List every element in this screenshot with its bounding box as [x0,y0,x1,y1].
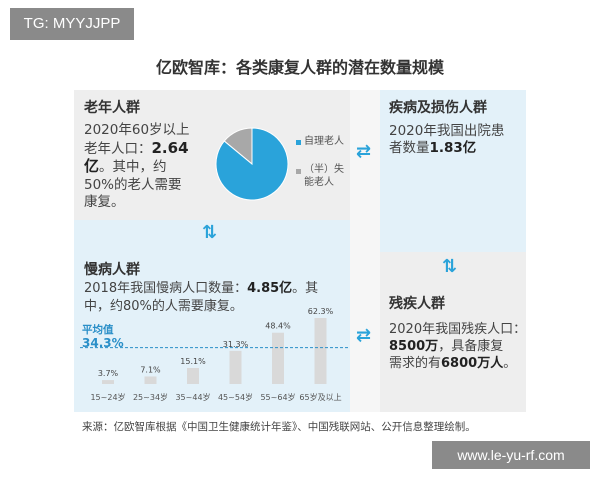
category-label-4: 55~64岁 [260,392,295,402]
bar-0 [102,380,114,384]
pie-slice-self-care [215,127,289,201]
arrow-elderly-injury-icon: ⇄ [356,141,372,162]
injury-panel [380,90,526,252]
injury-heading: 疾病及损伤人群 [389,100,487,116]
elderly-line-3: 亿。其中，约 [84,157,234,177]
elderly-population-value: 2.64 [151,138,189,157]
legend-disabled-elderly-line-1: （半）失 [304,164,344,175]
bar-value-label-4: 48.4% [265,322,291,331]
arrow-injury-disabled-icon: ⇅ [442,256,458,277]
elderly-panel [74,90,350,220]
chronic-line-1: 2018年我国慢病人口数量：4.85亿。其 [84,280,346,298]
chronic-line-2: 中，约80%的人需要康复。 [84,299,243,314]
bar-2 [187,368,199,384]
injury-line-1: 2020年我国出院患 [389,123,505,139]
bar-5 [314,318,327,384]
elderly-line-4: 50%的老人需要 [84,176,182,193]
elderly-text: 2020年60岁以上 老年人口：2.64 亿。其中，约 50%的老人需要 康复。 [84,122,234,212]
arrow-elderly-chronic-icon: ⇅ [202,222,218,243]
disabled-panel [380,282,526,412]
bar-1 [144,376,157,384]
elderly-line-2: 老年人口：2.64 [84,138,234,159]
disabled-text: 2020年我国残疾人口： 8500万，具备康复 需求的有6800万人。 [389,321,529,372]
disabled-need-value: 6800万人 [441,356,504,371]
arrow-chronic-disabled-icon: ⇄ [356,325,372,346]
injury-text: 2020年我国出院患 者数量1.83亿 [389,123,523,157]
category-label-3: 45~54岁 [218,392,253,402]
elderly-heading: 老年人群 [84,100,140,116]
elderly-pie-chart [215,127,289,201]
category-label-2: 35~44岁 [175,392,210,402]
category-label-1: 25~34岁 [133,392,168,402]
category-label-0: 15~24岁 [90,392,125,402]
bar-value-label-3: 31.3% [223,340,249,349]
chronic-value: 4.85亿 [247,281,293,296]
legend-self-care-text: 自理老人 [304,136,344,147]
center-gap [350,90,380,412]
injury-line-2: 者数量1.83亿 [389,140,523,157]
chart-title: 亿欧智库：各类康复人群的潜在数量规模 [155,58,444,77]
disabled-population-value: 8500万 [389,339,439,354]
legend-disabled-elderly: （半）失 能老人 [304,163,344,189]
chronic-line-1-prefix: 2018年我国慢病人口数量： [84,281,248,296]
watermark-top-left: TG: MYYJJPP [10,8,134,40]
injury-value: 1.83亿 [429,140,477,156]
disabled-line-2: 8500万，具备康复 [389,338,529,355]
chronic-age-bar-chart: 3.7% 15~24岁 7.1% 25~34岁 15.1% 35~44岁 31.3% 45~5… [80,307,350,402]
average-label: 平均值 [82,324,114,336]
disabled-line-3: 需求的有6800万人。 [389,355,529,372]
legend-disabled-elderly-line-2: 能老人 [304,177,334,188]
disabled-line-1: 2020年我国残疾人口： [389,322,527,337]
disabled-line-3-prefix: 需求的有 [389,356,442,371]
disabled-line-2-rest: ，具备康复 [438,339,504,354]
bar-value-label-1: 7.1% [140,365,161,374]
bar-value-label-2: 15.1% [180,357,206,366]
bar-4 [272,332,284,384]
left-connector-strip [74,220,350,252]
watermark-bottom-right: www.le-yu-rf.com [432,441,590,469]
chronic-text: 2018年我国慢病人口数量：4.85亿。其 中，约80%的人需要康复。 [84,280,346,316]
chronic-line-1-suffix: 。其 [292,281,319,296]
right-connector-strip [380,252,526,282]
chronic-panel [74,252,350,412]
average-value: 34.3% [82,336,124,350]
legend-self-care: 自理老人 [304,135,344,148]
injury-line-2-prefix: 者数量 [389,140,430,156]
elderly-line-2-prefix: 老年人口： [84,140,152,157]
elderly-line-1: 2020年60岁以上 [84,122,190,138]
bar-value-label-0: 3.7% [98,369,119,378]
category-label-5: 65岁及以上 [299,392,341,402]
bar-3 [229,350,242,384]
elderly-line-5: 康复。 [84,194,125,210]
elderly-line-3-rest: 。其中，约 [99,159,167,175]
source-note: 来源：亿欧智库根据《中国卫生健康统计年鉴》、中国残联网站、公开信息整理绘制。 [82,421,476,433]
elderly-population-unit: 亿 [84,157,100,175]
disabled-heading: 残疾人群 [389,296,445,312]
legend-swatch-disabled-elderly [296,169,301,174]
disabled-line-3-suffix: 。 [503,356,517,371]
chronic-heading: 慢病人群 [84,262,140,278]
legend-swatch-self-care [296,140,301,145]
bar-value-label-5: 62.3% [308,307,334,316]
